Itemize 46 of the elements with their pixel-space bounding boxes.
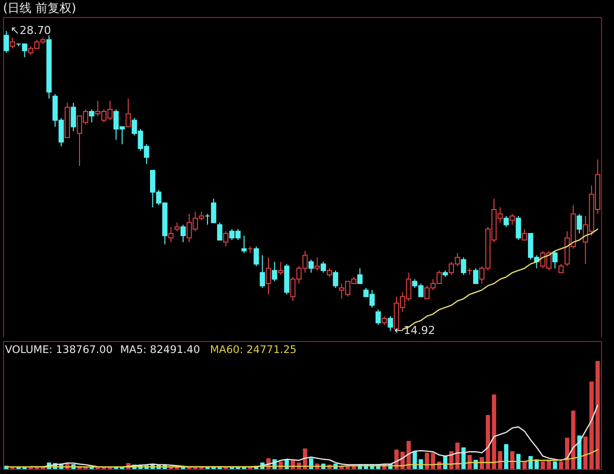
candlestick bbox=[516, 216, 522, 240]
candlestick bbox=[272, 261, 278, 282]
candlestick bbox=[314, 256, 320, 271]
candlestick bbox=[522, 228, 528, 240]
candlestick bbox=[126, 98, 131, 128]
bar bbox=[480, 457, 484, 469]
candlestick bbox=[254, 246, 259, 267]
candlestick bbox=[332, 270, 338, 288]
candlestick bbox=[376, 309, 381, 326]
candlestick bbox=[504, 216, 509, 228]
bar bbox=[492, 394, 496, 469]
bar bbox=[504, 444, 508, 469]
candlestick bbox=[552, 250, 558, 269]
candlestick bbox=[180, 224, 186, 243]
candlestick bbox=[10, 37, 16, 49]
candlestick bbox=[168, 226, 174, 243]
candlestick bbox=[217, 222, 222, 240]
candlestick bbox=[357, 268, 363, 284]
candlestick bbox=[260, 254, 266, 288]
candlestick bbox=[510, 213, 515, 226]
bar bbox=[510, 451, 514, 469]
bar bbox=[468, 454, 472, 469]
candlestick bbox=[70, 102, 76, 132]
bar bbox=[406, 440, 411, 469]
text: MA5: 82491.40 bbox=[120, 344, 200, 356]
bar bbox=[596, 361, 600, 469]
candlestick bbox=[241, 235, 247, 254]
chart-title: (日线 前复权) bbox=[3, 1, 76, 15]
candlestick bbox=[4, 30, 9, 54]
candlestick bbox=[89, 108, 94, 123]
candlestick bbox=[266, 256, 272, 295]
bar bbox=[552, 461, 558, 469]
bar bbox=[583, 436, 588, 469]
candlestick bbox=[308, 259, 314, 274]
annotation: ←14.92 bbox=[394, 324, 436, 337]
candlestick bbox=[388, 316, 394, 332]
bar bbox=[558, 461, 564, 469]
candlestick bbox=[320, 261, 326, 274]
candlestick bbox=[223, 230, 228, 248]
text: VOLUME: 138767.00 bbox=[5, 344, 113, 356]
annotation: ↖28.70 bbox=[10, 24, 52, 37]
candlestick bbox=[460, 256, 466, 276]
text: MA60: 24771.25 bbox=[210, 344, 297, 356]
candlestick bbox=[473, 268, 478, 284]
candlestick bbox=[576, 213, 582, 234]
candlestick bbox=[278, 261, 284, 276]
